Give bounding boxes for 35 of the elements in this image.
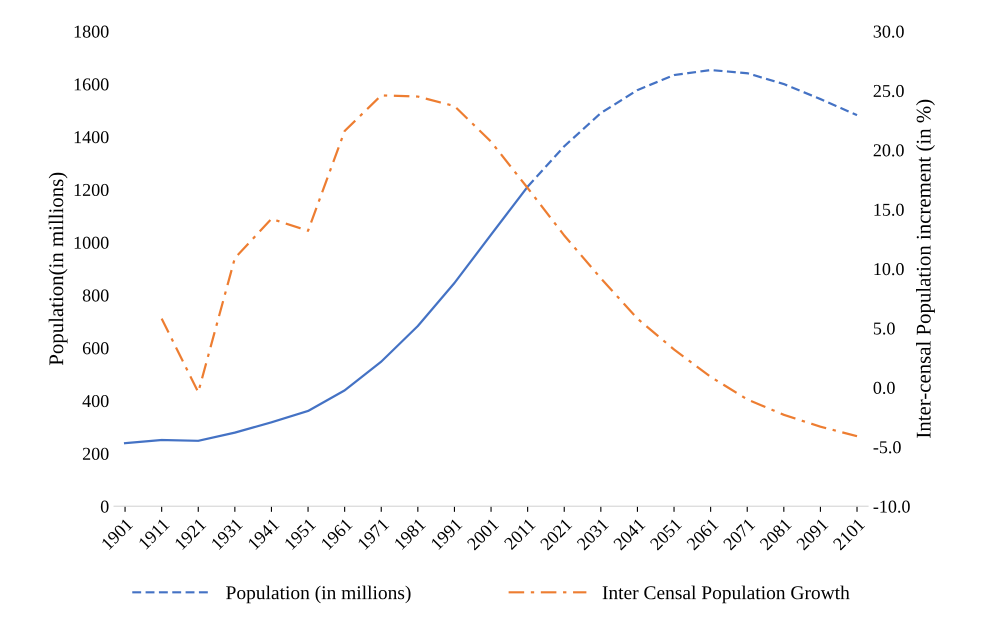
y-tick-label: 800 [82,289,109,302]
x-tick-label: 1911 [138,518,170,550]
y2-tick-label: 5.0 [874,322,895,335]
y2-tick-label: 0.0 [874,382,895,394]
y-tick-label: 400 [82,394,109,408]
y-tick-label: 1400 [74,131,109,144]
y2-axis-title: Inter-censal Population increment (in %) [916,100,935,438]
x-tick-label: 1921 [174,518,206,550]
x-tick-label: 1991 [430,518,463,550]
y-tick-label: 1800 [74,26,109,38]
x-tick-label: 2011 [504,518,536,550]
y-axis-title: Population(in millions) [48,172,68,366]
y-tick-label: 600 [82,342,109,354]
y2-tick-label: 30.0 [874,26,904,38]
x-tick-label: 1951 [284,518,316,550]
legend-label: Inter Censal Population Growth [602,586,850,604]
y-tick-label: 1600 [74,78,109,90]
x-tick-label: 1941 [247,518,280,550]
x-tick-label: 1901 [101,518,134,550]
y-tick-label: 1000 [74,236,109,249]
y-tick-label: 1200 [74,184,109,196]
y-tick-label: 200 [82,448,109,460]
y2-tick-label: 10.0 [874,263,904,276]
x-tick-label: 1971 [357,518,390,550]
legend-label: Population (in millions) [226,586,411,604]
y2-tick-label: -10.0 [874,500,910,513]
line-series [160,94,858,438]
y-tick-label: 0 [100,500,109,513]
x-tick-label: 1981 [394,518,426,550]
x-tick-label: 1961 [320,518,353,550]
y2-tick-label: -5.0 [874,441,901,454]
y2-tick-label: 15.0 [874,204,904,216]
x-tick-label: 1931 [210,518,244,550]
y2-tick-label: 20.0 [874,144,904,157]
y2-tick-label: 25.0 [874,84,904,98]
